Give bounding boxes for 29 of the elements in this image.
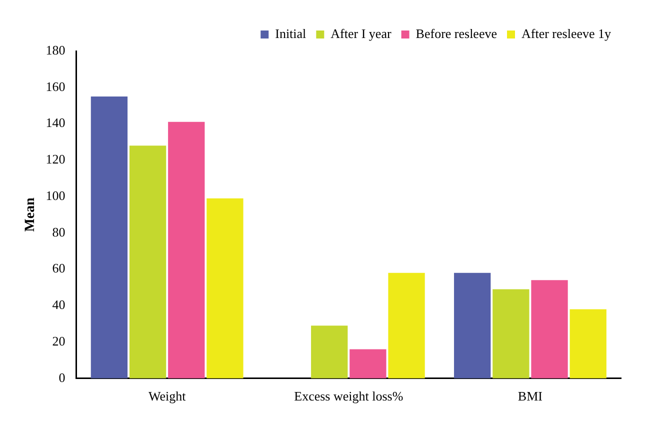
y-tick-label: 40 xyxy=(52,297,66,312)
x-tick-label: Weight xyxy=(148,388,186,404)
legend-label: Initial xyxy=(275,26,307,41)
y-tick-label: 140 xyxy=(46,115,66,130)
bar xyxy=(492,289,530,378)
y-tick-label: 180 xyxy=(46,42,66,58)
x-tick-label: Excess weight loss% xyxy=(294,388,404,404)
bar xyxy=(168,122,205,378)
y-tick-label: 20 xyxy=(52,333,66,348)
legend-label: After resleeve 1y xyxy=(521,26,612,41)
bar xyxy=(388,272,425,378)
y-tick-label: 100 xyxy=(46,188,66,203)
y-tick-label: 0 xyxy=(58,370,66,385)
x-tick-label: BMI xyxy=(518,388,542,404)
legend-label: Before resleeve xyxy=(416,26,498,41)
bar xyxy=(311,326,348,378)
bar xyxy=(90,96,128,378)
bar xyxy=(454,272,491,378)
y-tick-label: 120 xyxy=(46,152,66,167)
y-axis-title: Mean xyxy=(23,197,38,232)
bar xyxy=(570,309,606,378)
y-tick-label: 80 xyxy=(52,224,66,240)
bar xyxy=(129,146,166,378)
y-tick-label: 160 xyxy=(46,78,66,94)
bar xyxy=(206,198,244,378)
legend-label: After I year xyxy=(330,26,392,41)
y-tick-label: 60 xyxy=(52,260,66,276)
bar xyxy=(350,349,386,378)
bar xyxy=(531,280,568,378)
